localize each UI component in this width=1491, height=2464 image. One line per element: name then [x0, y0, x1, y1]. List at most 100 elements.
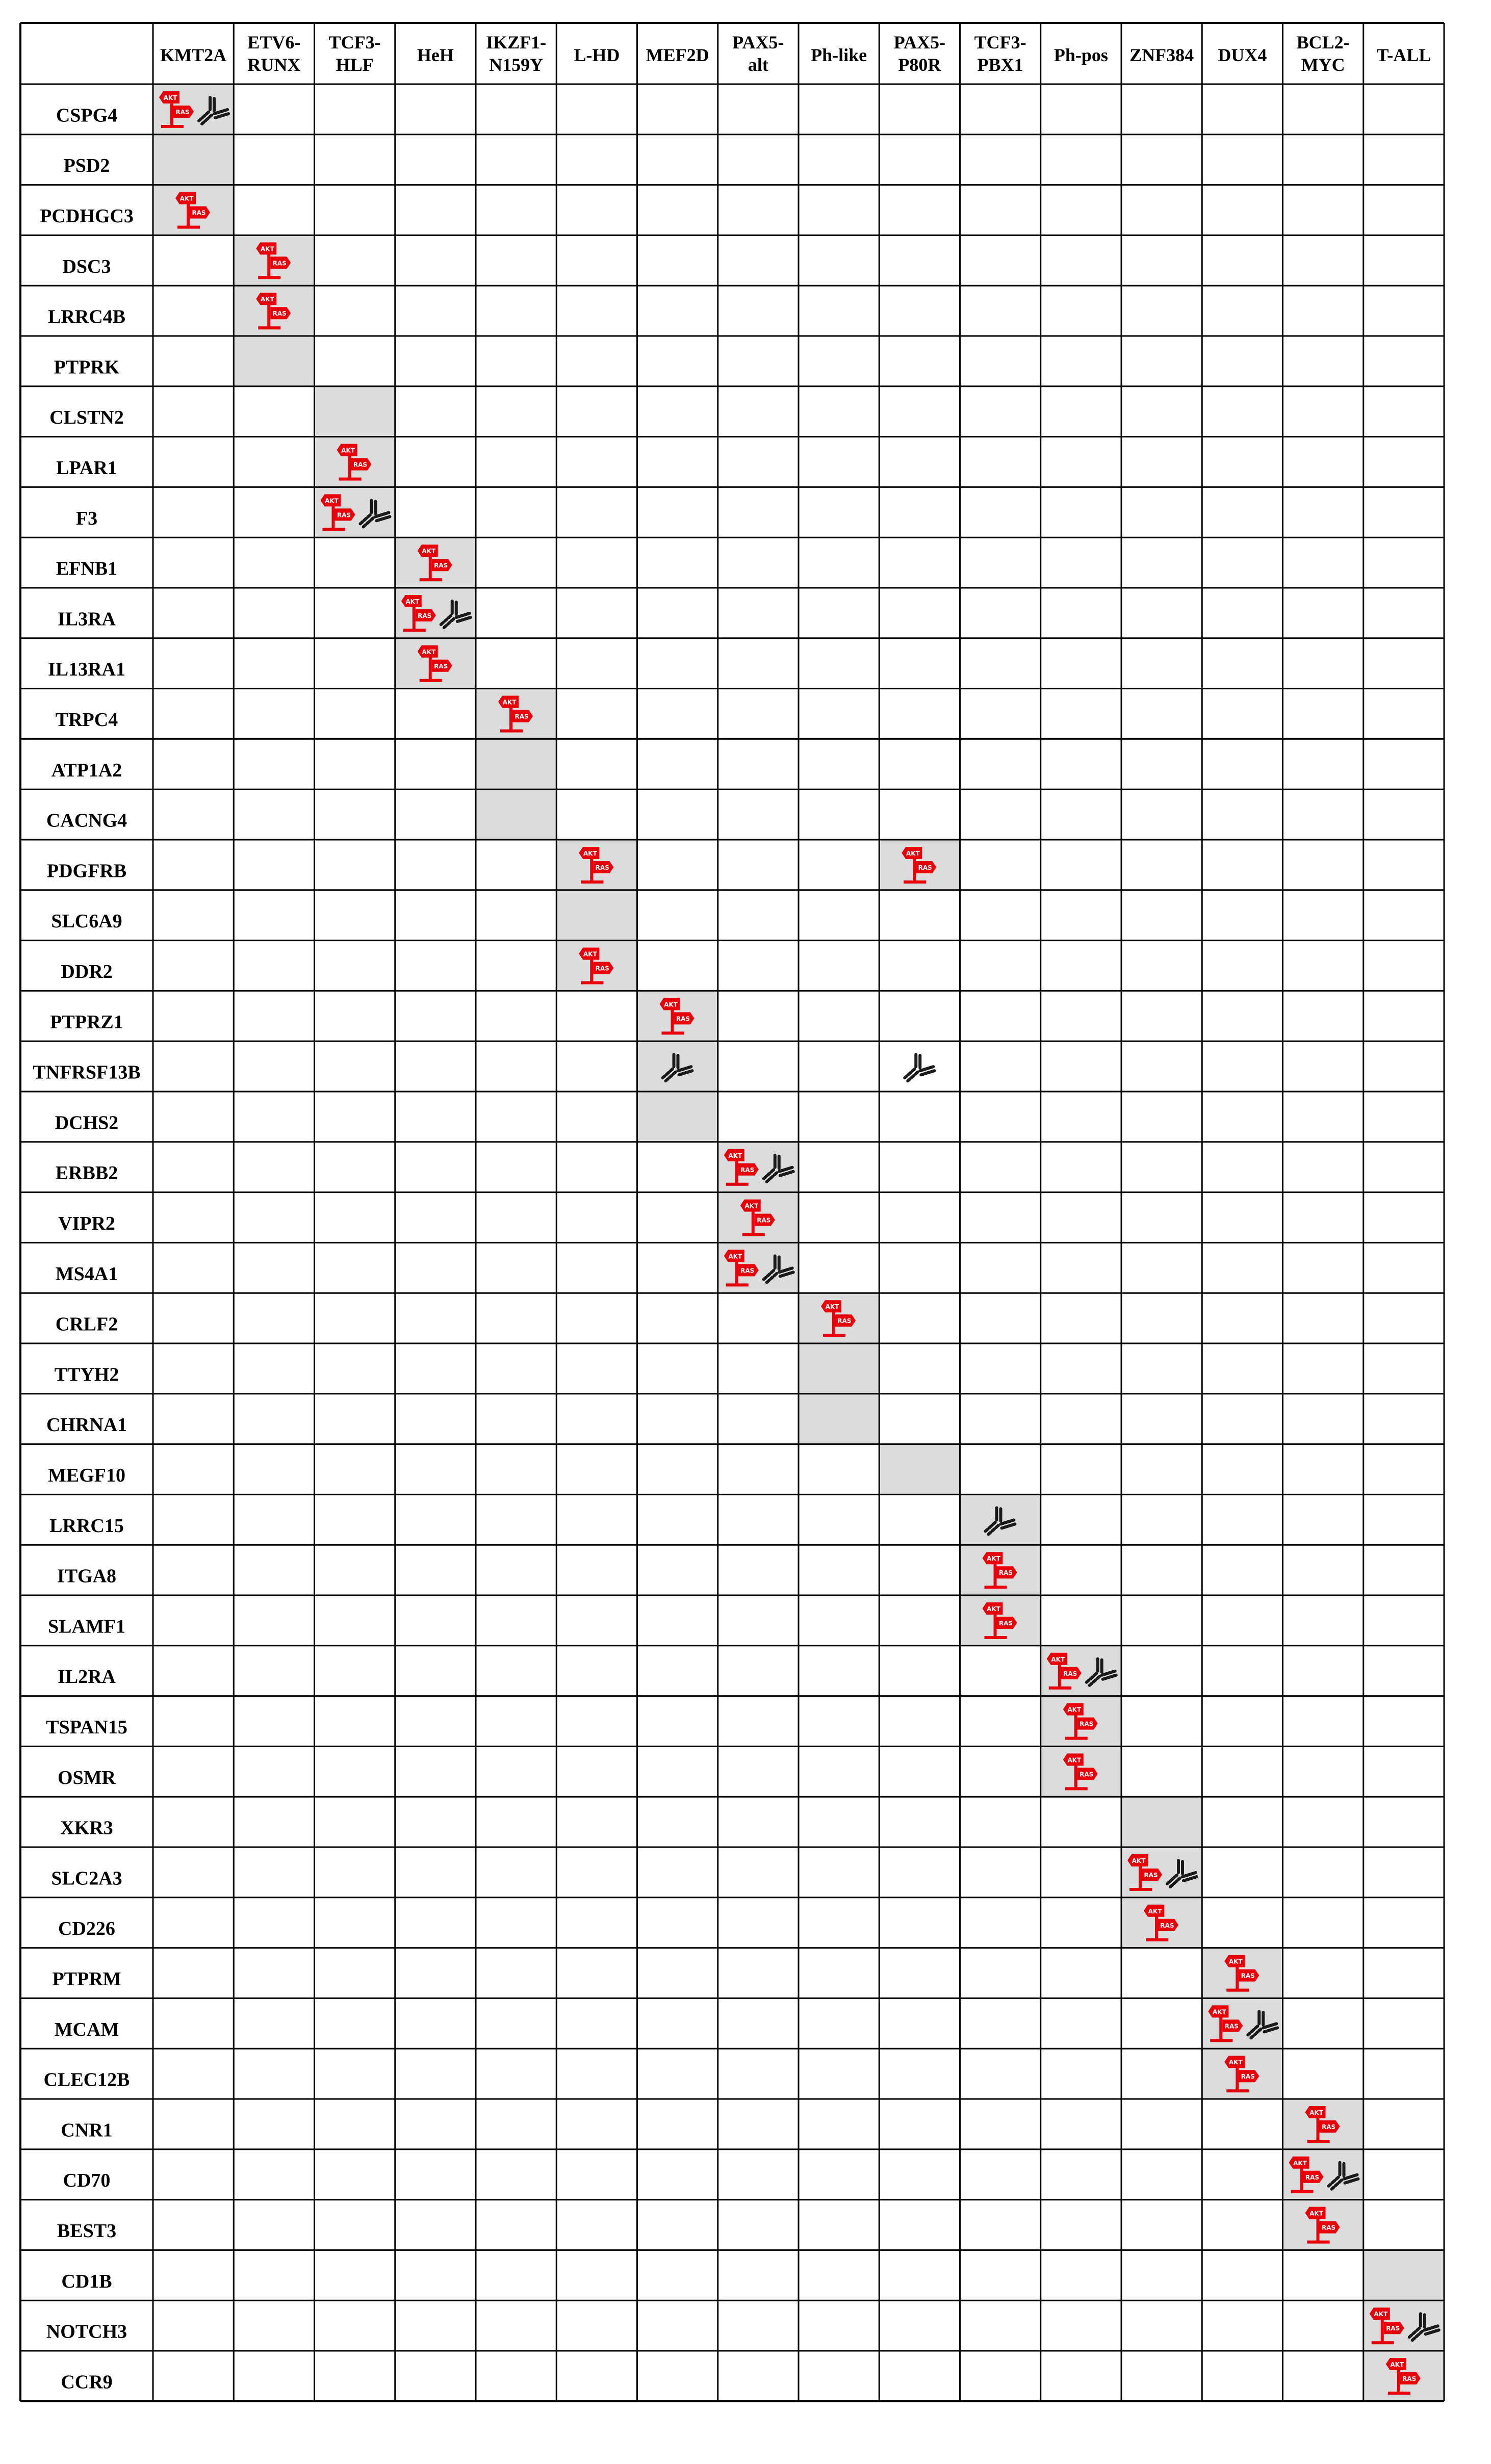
akt-ras-signpost-icon: AKT RAS — [417, 544, 452, 582]
svg-text:AKT: AKT — [164, 94, 178, 101]
svg-text:AKT: AKT — [405, 598, 420, 605]
svg-text:RAS: RAS — [1241, 1973, 1255, 1980]
svg-text:RAS: RAS — [273, 310, 287, 317]
gene-label: LPAR1 — [56, 457, 117, 479]
akt-ras-signpost-icon: AKT RAS — [1305, 2207, 1340, 2244]
gene-label: NOTCH3 — [46, 2321, 127, 2343]
gene-label: ERBB2 — [56, 1162, 118, 1184]
gene-label: TTYH2 — [55, 1364, 119, 1385]
svg-text:RAS: RAS — [1402, 2375, 1416, 2382]
column-header: PAX5-P80R — [894, 32, 945, 75]
svg-text:RAS: RAS — [353, 461, 367, 469]
svg-text:AKT: AKT — [1051, 1656, 1065, 1663]
gene-label: CNR1 — [61, 2119, 112, 2141]
shaded-cell — [476, 739, 557, 790]
svg-text:RAS: RAS — [434, 562, 448, 569]
gene-label: ITGA8 — [57, 1566, 116, 1587]
gene-label: CLSTN2 — [49, 407, 124, 428]
column-header: DUX4 — [1218, 45, 1267, 65]
akt-ras-signpost-icon: AKT RAS — [902, 847, 937, 884]
akt-ras-signpost-icon: AKT RAS — [1144, 1904, 1178, 1941]
svg-text:AKT: AKT — [744, 1203, 759, 1210]
column-header: HeH — [417, 45, 454, 65]
antibody-icon — [984, 1506, 1017, 1536]
shaded-cell — [476, 789, 557, 840]
svg-text:AKT: AKT — [728, 1152, 742, 1159]
akt-ras-signpost-icon: AKT RAS — [1224, 2056, 1259, 2093]
svg-text:RAS: RAS — [837, 1317, 851, 1325]
gene-label: DCHS2 — [55, 1112, 119, 1133]
gene-label: VIPR2 — [58, 1213, 115, 1234]
svg-text:RAS: RAS — [1079, 1771, 1093, 1778]
svg-text:AKT: AKT — [325, 497, 339, 504]
svg-text:RAS: RAS — [740, 1166, 754, 1174]
gene-label: DSC3 — [62, 256, 111, 277]
svg-text:AKT: AKT — [1067, 1706, 1082, 1714]
svg-text:AKT: AKT — [1067, 1756, 1082, 1763]
svg-text:AKT: AKT — [987, 1555, 1001, 1562]
svg-text:RAS: RAS — [999, 1620, 1013, 1627]
svg-text:AKT: AKT — [341, 447, 355, 454]
gene-label: CHRNA1 — [46, 1414, 127, 1436]
gene-label: CACNG4 — [46, 810, 127, 832]
akt-ras-signpost-icon: AKT RAS — [256, 293, 291, 330]
svg-text:AKT: AKT — [1229, 1958, 1243, 1965]
gene-label: LRRC15 — [49, 1515, 124, 1537]
akt-ras-signpost-icon: AKT RAS — [175, 192, 210, 229]
akt-ras-signpost-icon: AKT RAS — [401, 595, 436, 632]
svg-text:RAS: RAS — [192, 210, 205, 217]
column-header: TCF3-PBX1 — [974, 32, 1026, 75]
svg-text:RAS: RAS — [434, 663, 448, 670]
antibody-icon — [1085, 1657, 1118, 1687]
shaded-cell — [314, 386, 395, 437]
akt-ras-signpost-icon: AKT RAS — [1305, 2106, 1340, 2143]
akt-ras-signpost-icon: AKT RAS — [1127, 1854, 1162, 1891]
gene-label: EFNB1 — [56, 558, 117, 580]
svg-text:AKT: AKT — [987, 1605, 1001, 1613]
antibody-icon — [762, 1254, 795, 1284]
akt-ras-signpost-icon: AKT RAS — [579, 847, 614, 884]
svg-text:AKT: AKT — [826, 1303, 840, 1310]
svg-text:AKT: AKT — [1309, 2210, 1324, 2217]
gene-label: MS4A1 — [56, 1263, 118, 1285]
svg-text:AKT: AKT — [1390, 2361, 1404, 2368]
akt-ras-signpost-icon: AKT RAS — [320, 494, 355, 531]
svg-text:RAS: RAS — [918, 864, 932, 871]
svg-text:AKT: AKT — [261, 296, 275, 303]
svg-text:AKT: AKT — [906, 850, 920, 857]
gene-label: PSD2 — [64, 155, 110, 176]
svg-text:RAS: RAS — [596, 965, 609, 972]
svg-text:AKT: AKT — [1309, 2109, 1324, 2116]
akt-ras-signpost-icon: AKT RAS — [740, 1199, 775, 1236]
akt-ras-signpost-icon: AKT RAS — [724, 1250, 759, 1287]
akt-ras-signpost-icon: AKT RAS — [821, 1300, 856, 1337]
svg-text:RAS: RAS — [1160, 1922, 1174, 1929]
shaded-cell — [153, 134, 234, 185]
antibody-icon — [439, 600, 472, 629]
gene-label: IL3RA — [58, 608, 116, 630]
akt-ras-signpost-icon: AKT RAS — [337, 444, 372, 481]
gene-label: CCR9 — [61, 2371, 112, 2393]
column-header: IKZF1-N159Y — [486, 32, 546, 75]
akt-ras-signpost-icon: AKT RAS — [1385, 2358, 1421, 2395]
antibody-icon — [1166, 1859, 1198, 1888]
svg-text:RAS: RAS — [515, 713, 528, 720]
svg-text:RAS: RAS — [596, 864, 609, 871]
svg-text:AKT: AKT — [1374, 2311, 1388, 2318]
gene-label: IL2RA — [58, 1666, 116, 1688]
svg-text:AKT: AKT — [583, 951, 598, 958]
akt-ras-signpost-icon: AKT RAS — [1289, 2156, 1324, 2193]
akt-ras-signpost-icon: AKT RAS — [579, 947, 614, 984]
gene-label: PDGFRB — [47, 860, 126, 881]
svg-text:RAS: RAS — [999, 1569, 1013, 1576]
antibody-icon — [903, 1053, 936, 1083]
column-header: MEF2D — [646, 45, 709, 65]
gene-label: TNFRSF13B — [33, 1062, 140, 1083]
svg-text:RAS: RAS — [418, 612, 431, 619]
akt-ras-signpost-icon: AKT RAS — [256, 242, 291, 279]
akt-ras-signpost-icon: AKT RAS — [659, 998, 695, 1035]
shaded-cell — [556, 890, 637, 941]
antibody-icon — [1407, 2312, 1441, 2342]
svg-text:AKT: AKT — [503, 699, 517, 706]
